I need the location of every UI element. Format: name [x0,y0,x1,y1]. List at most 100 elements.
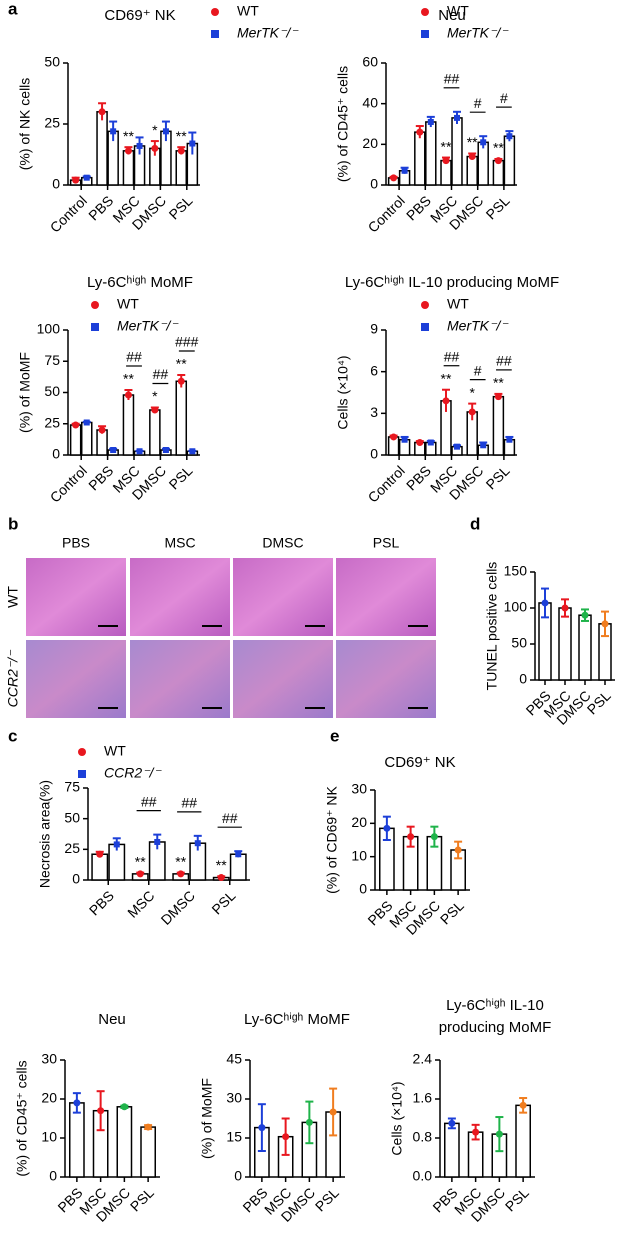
mean-marker [454,114,461,121]
mean-marker [416,439,424,446]
mean-marker [506,436,513,443]
chart-title: producing MoMF [439,1019,552,1036]
histology-image [336,558,436,636]
y-tick-label: 50 [64,809,80,825]
mean-marker [416,128,424,136]
bar [175,150,188,186]
x-tick-label: PBS [403,192,434,223]
bar [515,1104,531,1178]
mean-marker [124,391,132,399]
mean-marker [390,174,398,182]
legend-marker [78,770,86,778]
bar [578,614,592,681]
significance-label: ** [123,371,134,387]
bar [492,395,505,456]
y-tick-label: 25 [44,414,60,430]
x-tick-label: PBS [85,462,116,493]
mean-marker [151,406,159,414]
chart-title: Ly-6Cʰⁱᵍʰ MoMF [87,274,193,291]
bar [229,853,247,881]
y-tick-label: 25 [64,840,80,856]
y-tick-label: 30 [41,1051,57,1067]
mean-marker [427,118,434,125]
significance-label: ** [493,140,504,156]
y-tick-label: 75 [64,779,80,795]
bar [69,424,82,456]
y-axis-label: (%) of MoMF [17,352,33,433]
chart-title: Ly-6Cʰⁱᵍʰ IL-10 producing MoMF [345,274,559,291]
mean-marker [97,1107,105,1115]
significance-label: ** [175,853,186,869]
legend-label: WT [447,296,469,312]
bar [80,421,93,456]
legend-marker [211,8,219,16]
mean-marker [427,439,434,446]
significance-label: ** [135,853,146,869]
mean-marker [494,157,502,165]
mean-marker [124,147,132,155]
y-tick-label: 100 [504,599,528,615]
legend-label: CCR2⁻/⁻ [104,765,162,781]
chart-title: Neu [438,7,466,24]
y-tick-label: 6 [370,362,378,378]
mean-marker [454,443,461,450]
significance-label: * [152,388,158,404]
mean-marker [162,128,169,135]
y-tick-label: 1.6 [413,1090,433,1106]
mean-marker [96,850,104,858]
x-tick-label: Control [47,462,90,505]
bar [91,853,109,881]
histology-image [130,558,230,636]
legend-marker [421,301,429,309]
y-tick-label: 0 [234,1168,242,1184]
significance-label: ** [216,857,227,873]
mean-marker [162,447,169,453]
mean-marker [72,421,80,429]
x-tick-label: PSL [502,1184,532,1214]
legend-label: MerTK⁻/⁻ [447,25,509,41]
panel-label: c [8,726,17,745]
y-tick-label: 60 [362,54,378,70]
legend-label: WT [117,296,139,312]
mean-marker [480,442,487,449]
bar [116,1106,133,1178]
panel-label: d [470,514,480,533]
mean-marker [217,874,225,882]
y-tick-label: 50 [44,383,60,399]
mean-marker [189,140,196,147]
legend-label: WT [237,3,259,19]
bar [492,159,505,186]
y-tick-label: 0 [519,671,527,687]
mean-marker [448,1119,456,1127]
significance-label: ** [493,375,504,391]
mean-marker [98,426,106,434]
mean-marker [401,167,408,174]
histology-image [130,640,230,718]
column-label: PSL [373,535,400,551]
legend-marker [91,301,99,309]
y-tick-label: 20 [362,135,378,151]
y-tick-label: 0 [359,881,367,897]
legend-label: WT [447,3,469,19]
bar [503,135,516,186]
x-tick-label: PBS [86,887,117,918]
x-tick-label: Control [365,462,408,505]
legend-marker [78,748,86,756]
mean-marker [541,599,549,607]
y-tick-label: 0 [52,176,60,192]
mean-marker [72,176,80,184]
mean-marker [495,1130,503,1138]
y-tick-label: 30 [351,781,367,797]
significance-label: # [474,362,482,378]
legend-marker [211,30,219,38]
mean-marker [110,447,117,453]
y-axis-label: (%) of CD45⁺ cells [14,1060,30,1176]
x-tick-label: PSL [127,1184,157,1214]
mean-marker [407,833,415,841]
column-label: PBS [62,535,90,551]
y-tick-label: 75 [44,352,60,368]
chart-title: Ly-6Cʰⁱᵍʰ IL-10 [446,997,544,1014]
legend-label: MerTK⁻/⁻ [447,318,509,334]
histology-image [26,640,126,718]
